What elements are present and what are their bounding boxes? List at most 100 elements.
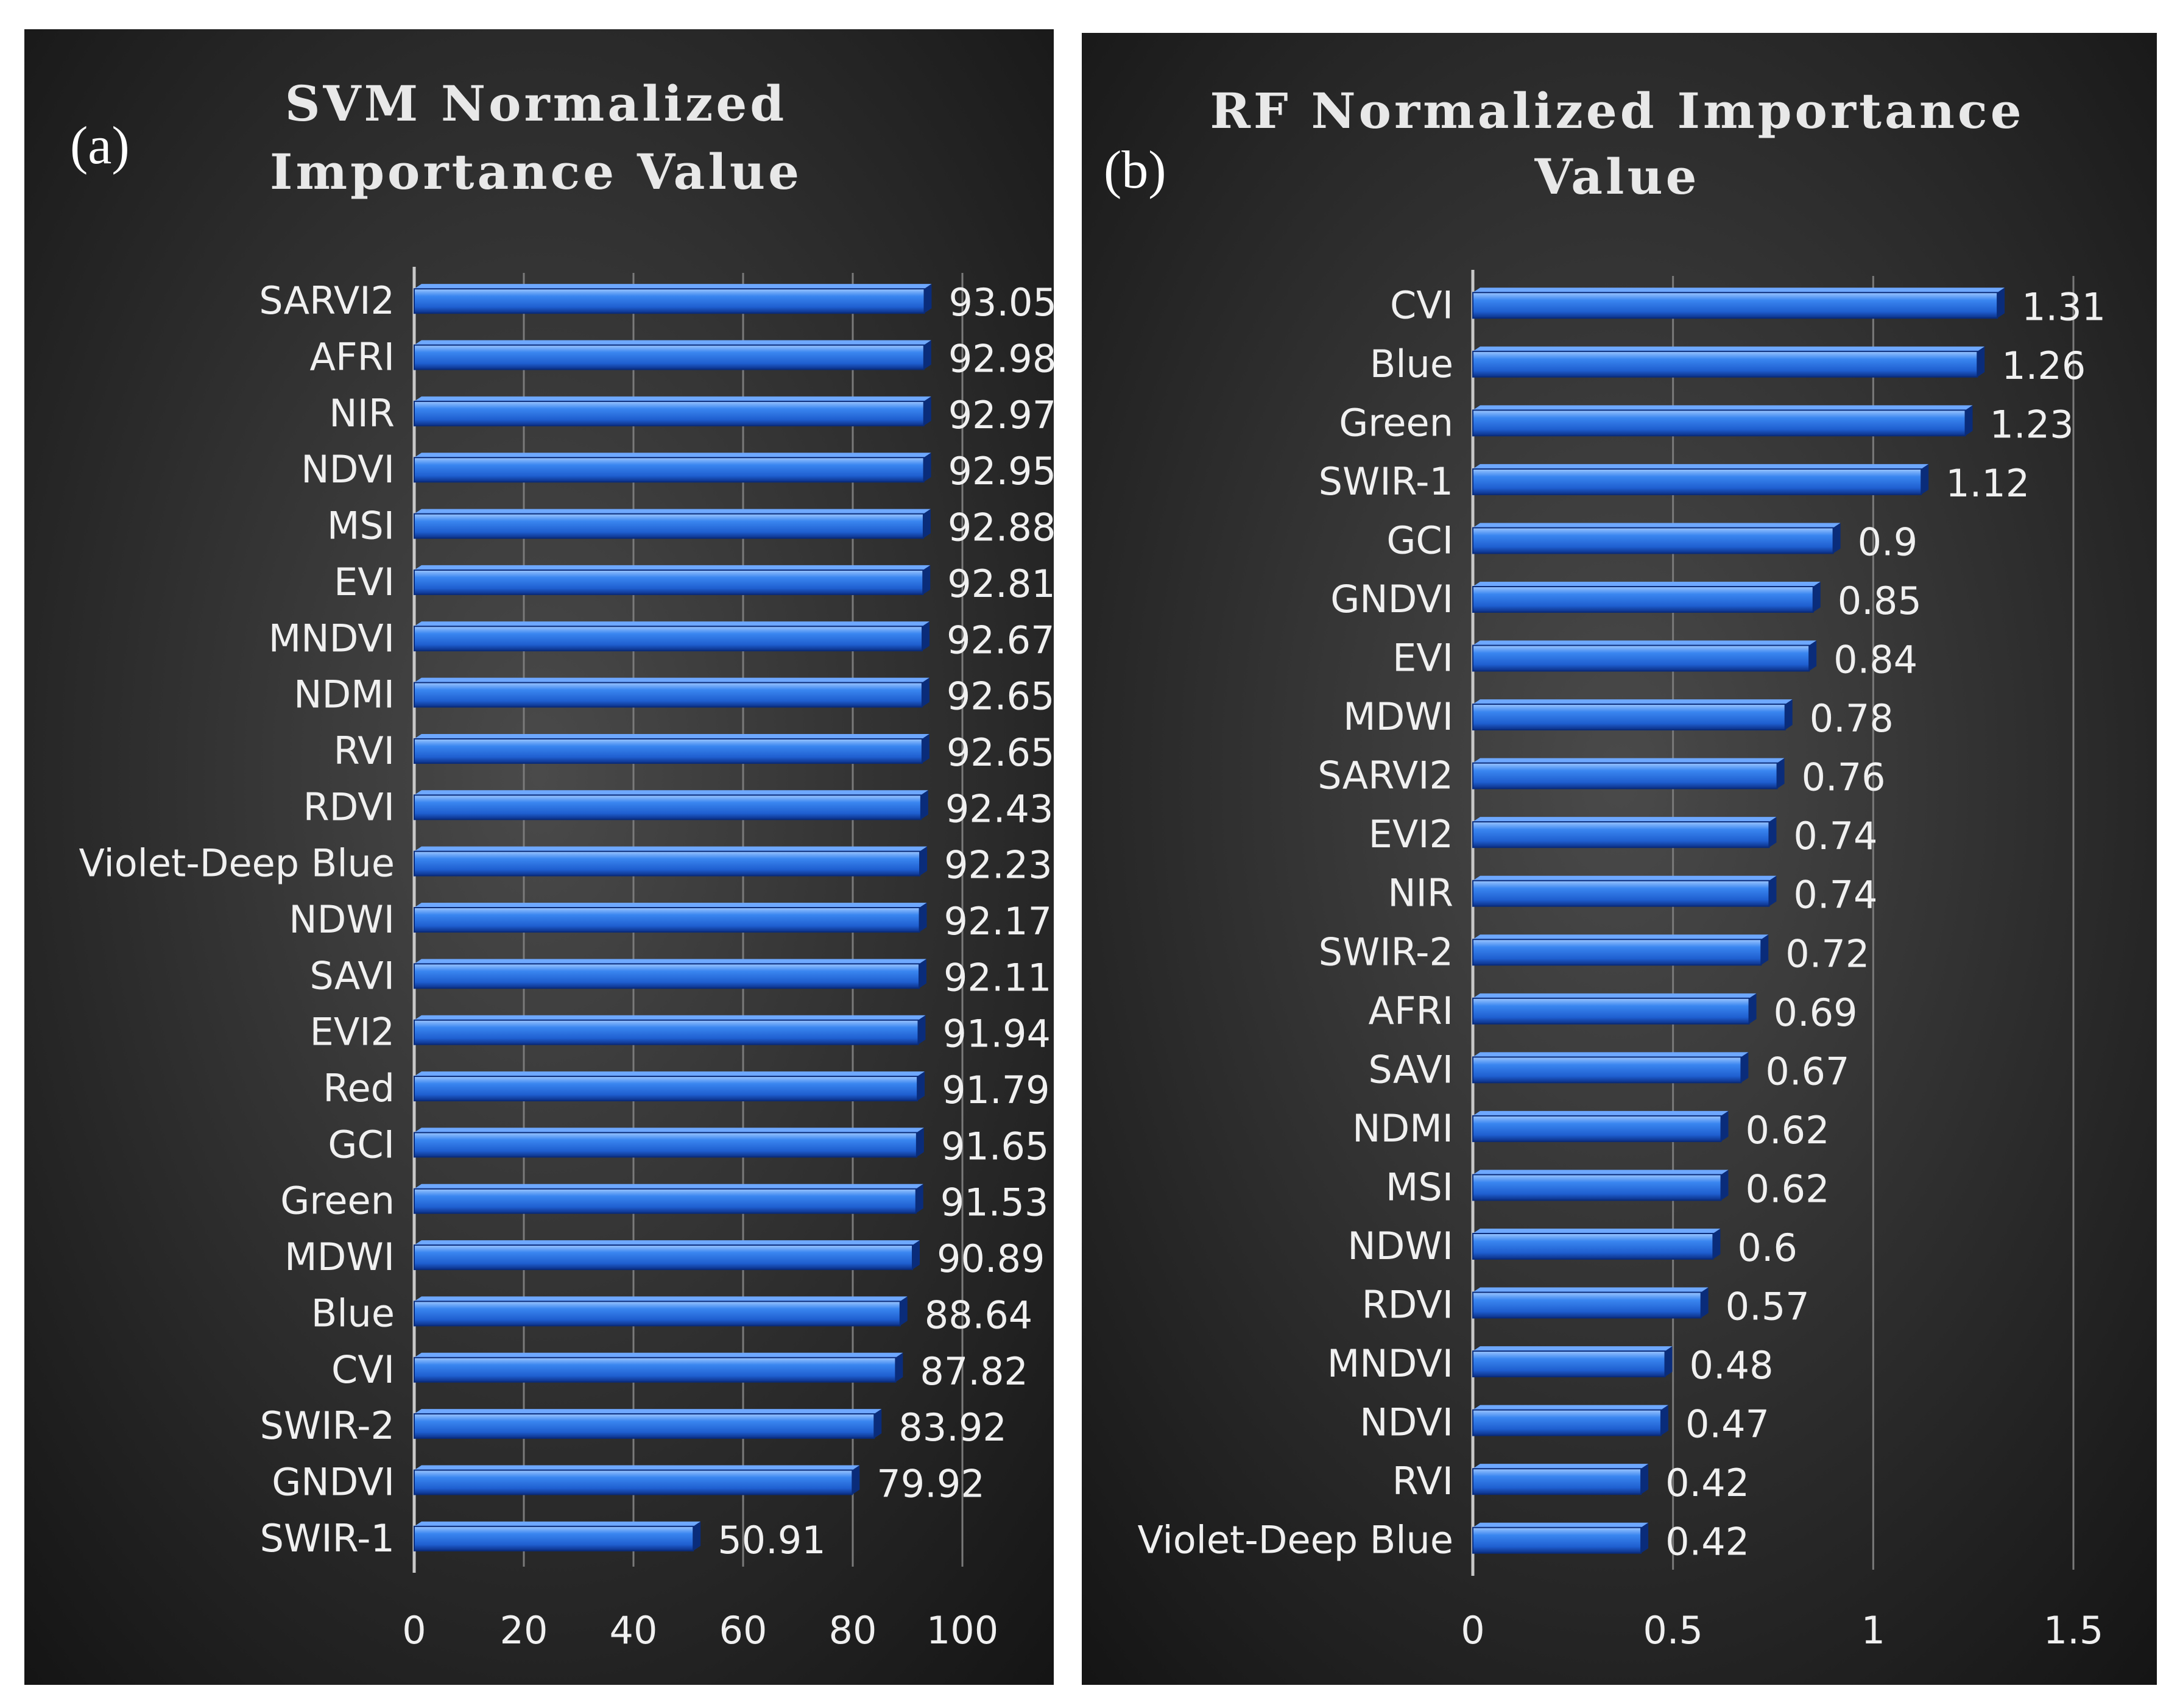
svm-value-label: 92.65 <box>947 674 1055 719</box>
rf-bar-top-bevel <box>1473 993 1757 998</box>
rf-category-label: NDWI <box>1347 1224 1453 1268</box>
svm-bar-top-bevel <box>414 903 927 908</box>
rf-bar <box>1472 704 1786 731</box>
rf-bar <box>1472 1115 1722 1142</box>
svm-bar-side-bevel <box>693 1521 701 1551</box>
rf-bar-side-bevel <box>1713 1229 1721 1259</box>
svm-bar <box>414 1019 919 1045</box>
rf-value-label: 0.57 <box>1726 1285 1810 1329</box>
svm-bar-side-bevel <box>918 1015 926 1045</box>
rf-category-label: NIR <box>1388 871 1453 916</box>
rf-bar <box>1472 1526 1642 1554</box>
rf-bar <box>1472 1350 1666 1378</box>
rf-bar-top-bevel <box>1473 523 1841 528</box>
svm-x-tick-label: 20 <box>500 1608 548 1653</box>
rf-bar-side-bevel <box>1965 405 1973 436</box>
svm-category-label: SWIR-1 <box>260 1516 395 1561</box>
rf-x-tick-label: 0.5 <box>1643 1608 1703 1653</box>
svm-value-label: 50.91 <box>718 1518 826 1562</box>
rf-value-label: 1.12 <box>1945 461 2030 506</box>
rf-x-tick-label: 1.5 <box>2044 1608 2104 1653</box>
rf-bar <box>1472 409 1966 437</box>
svm-category-label: RVI <box>334 729 395 773</box>
rf-category-label: MNDVI <box>1327 1341 1453 1386</box>
svm-value-label: 92.81 <box>947 562 1056 606</box>
rf-bar-top-bevel <box>1473 1170 1729 1175</box>
rf-bar-top-bevel <box>1473 640 1817 646</box>
rf-value-label: 0.76 <box>1802 755 1886 800</box>
svm-bar-top-bevel <box>414 677 929 683</box>
svm-category-label: GNDVI <box>272 1459 395 1504</box>
svm-bar-side-bevel <box>919 959 926 989</box>
rf-category-label: MSI <box>1386 1165 1453 1209</box>
rf-bar-side-bevel <box>1769 817 1777 848</box>
rf-category-label: Green <box>1339 400 1453 445</box>
rf-bar-side-bevel <box>1977 346 1985 377</box>
svm-category-label: Violet-Deep Blue <box>79 841 395 886</box>
svm-category-label: SAVI <box>309 953 395 998</box>
svm-bar-top-bevel <box>414 733 929 739</box>
rf-category-label: Blue <box>1370 342 1453 386</box>
rf-chart-panel: (b) RF Normalized Importance Value 0 0.5 1… <box>1082 33 2157 1685</box>
svm-bar-side-bevel <box>919 903 927 932</box>
rf-x-tick-label: 0 <box>1461 1608 1484 1653</box>
rf-category-label: GCI <box>1386 518 1453 562</box>
rf-bar-top-bevel <box>1473 875 1777 881</box>
svm-bar <box>414 1413 875 1439</box>
rf-bar-top-bevel <box>1473 1110 1729 1116</box>
rf-bar-side-bevel <box>1777 758 1785 789</box>
rf-bar-side-bevel <box>1997 288 2005 319</box>
rf-category-label: MDWI <box>1343 694 1453 739</box>
svm-bar-top-bevel <box>414 1465 860 1470</box>
rf-bar-top-bevel <box>1473 934 1769 940</box>
svm-category-label: SARVI2 <box>259 278 395 323</box>
svm-bar <box>414 1244 914 1271</box>
svm-bar-top-bevel <box>414 1184 923 1189</box>
svm-bar-top-bevel <box>414 453 931 458</box>
svm-category-label: Blue <box>311 1291 395 1335</box>
svm-bar-side-bevel <box>920 790 928 820</box>
svm-value-label: 92.17 <box>944 899 1053 944</box>
svm-category-label: MDWI <box>284 1235 395 1279</box>
svm-bar <box>414 682 923 708</box>
svm-bar-top-bevel <box>414 1296 908 1302</box>
rf-value-label: 0.62 <box>1746 1166 1830 1211</box>
rf-bar-side-bevel <box>1761 934 1769 965</box>
rf-bar <box>1472 1174 1722 1201</box>
svm-bar-side-bevel <box>917 1071 925 1101</box>
rf-value-label: 1.26 <box>2002 344 2086 388</box>
rf-bar-side-bevel <box>1641 1522 1649 1553</box>
svm-x-tick-label: 100 <box>926 1608 998 1653</box>
rf-bar <box>1472 644 1810 672</box>
svm-bar <box>414 738 923 764</box>
rf-value-label: 0.42 <box>1665 1520 1749 1564</box>
rf-bar-top-bevel <box>1473 1287 1709 1293</box>
rf-value-label: 0.69 <box>1774 990 1858 1035</box>
svm-category-label: CVI <box>331 1347 395 1392</box>
svm-bar <box>414 457 925 483</box>
rf-bar <box>1472 468 1922 495</box>
rf-category-label: RDVI <box>1362 1283 1453 1327</box>
rf-category-label: EVI2 <box>1369 812 1453 856</box>
svm-category-label: Red <box>323 1066 395 1110</box>
rf-category-label: EVI <box>1392 636 1453 680</box>
rf-bar-top-bevel <box>1473 817 1777 822</box>
svm-plot-area: 0 20 40 60 80 100 SARVI2 93.05 AFRI 92.98 NIR 92.97… <box>79 267 1057 1653</box>
rf-value-label: 0.6 <box>1737 1226 1797 1270</box>
svm-value-label: 92.97 <box>948 393 1057 437</box>
rf-bar <box>1472 762 1778 789</box>
svm-chart-title-line-1: SVM Normalized <box>285 75 787 132</box>
rf-value-label: 0.9 <box>1858 520 1918 564</box>
svm-bar-top-bevel <box>414 565 931 570</box>
svm-bar <box>414 569 924 595</box>
svm-value-label: 92.23 <box>944 843 1053 888</box>
rf-chart-title-line-2: Value <box>1534 148 1699 205</box>
svm-value-label: 92.43 <box>945 786 1054 831</box>
rf-value-label: 0.48 <box>1690 1343 1774 1388</box>
svm-bar <box>414 1469 853 1495</box>
rf-panel-background <box>1082 33 2157 1685</box>
svm-category-label: MNDVI <box>269 616 395 660</box>
svm-value-label: 93.05 <box>948 280 1057 325</box>
svm-value-label: 79.92 <box>877 1461 985 1506</box>
rf-bar <box>1472 880 1770 907</box>
